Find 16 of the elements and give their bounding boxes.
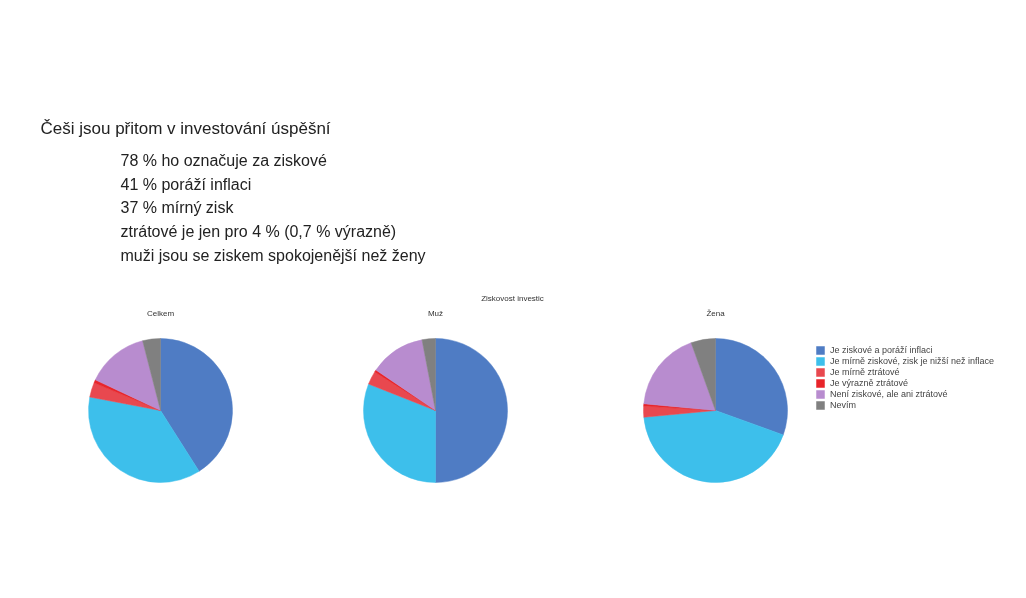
- text: 41 % poráží inflaci: [120, 175, 252, 193]
- chart-title: Muž: [427, 309, 444, 318]
- text: Češi jsou přitom v investování úspěšní: [40, 119, 331, 138]
- text: 37 % mírný zisk: [120, 199, 235, 217]
- legend-label: Nevím: [830, 400, 857, 410]
- legend-label: Je výrazně ztrátové: [830, 378, 909, 388]
- text: muži jsou se ziskem spokojenější než ženy: [120, 246, 426, 264]
- text: Ziskovost investic: [481, 294, 544, 303]
- chart-title: Žena: [706, 309, 726, 318]
- legend-label: Je ziskové a poráží inflaci: [830, 345, 933, 355]
- legend-label: Je mírně ztrátové: [830, 367, 900, 377]
- chart-title: Celkem: [146, 309, 175, 318]
- text: ztrátové je jen pro 4 % (0,7 % výrazně): [120, 223, 397, 241]
- legend-label: Je mírně ziskové, zisk je nižší než inflace: [830, 356, 995, 366]
- legend-label: Není ziskové, ale ani ztrátové: [830, 389, 948, 399]
- text: 78 % ho označuje za ziskové: [120, 152, 327, 169]
